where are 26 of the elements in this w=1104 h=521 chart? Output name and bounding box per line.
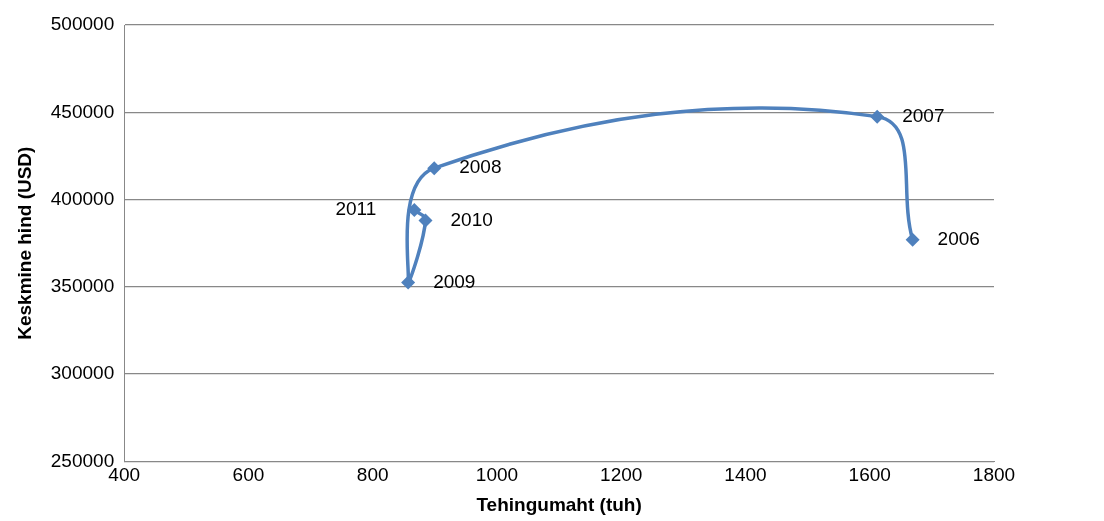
x-tick-label: 1800 [972,464,1016,486]
x-axis-title: Tehingumaht (tuh) [476,493,642,515]
point [407,203,422,218]
point [401,275,416,290]
x-tick-label: 600 [232,464,265,486]
y-axis-title: Keskmine hind (USD) [13,146,35,340]
annotation: 2010 [450,208,493,230]
annotation: 2006 [937,227,980,249]
annotation: 2009 [433,270,476,292]
annotation: 2007 [902,104,945,126]
annotation: 2008 [459,156,502,178]
point [427,161,442,176]
x-tick-label: 1600 [848,464,891,486]
y-tick-label: 500000 [50,13,115,35]
point [905,232,920,247]
point [418,213,433,228]
x-tick-label: 1400 [724,464,767,486]
y-tick-label: 300000 [50,362,115,384]
point [870,109,885,124]
y-tick-label: 400000 [50,187,115,209]
x-tick-label: 1000 [475,464,519,486]
annotation: 2011 [335,198,377,220]
y-tick-label: 450000 [50,100,115,122]
x-tick-label: 800 [356,464,389,486]
y-tick-label: 350000 [50,275,115,297]
x-tick-label: 1200 [600,464,643,486]
